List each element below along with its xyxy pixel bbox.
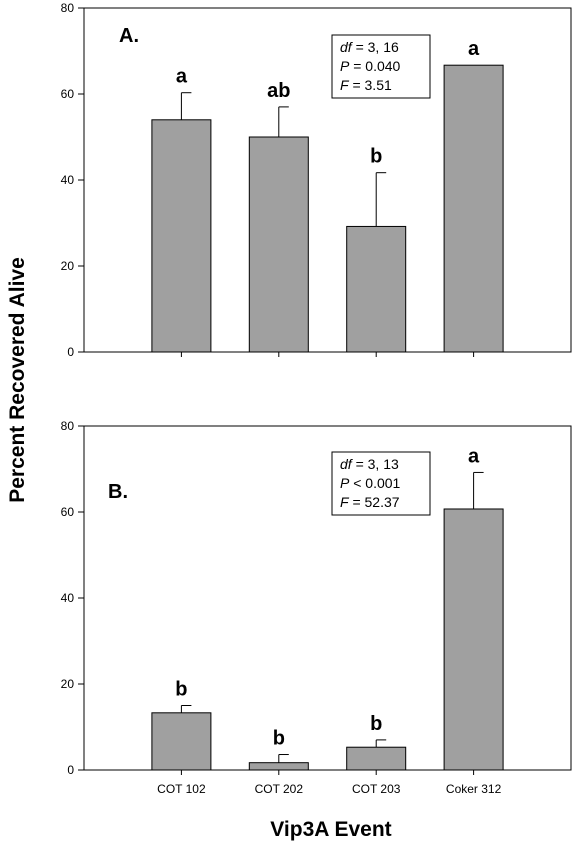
panel-b-stats-line: F = 52.37 <box>340 494 400 510</box>
panel-a-bar <box>346 225 407 353</box>
panel-b-y-tick-label: 20 <box>61 677 75 691</box>
x-axis-title: Vip3A Event <box>270 818 391 841</box>
panel-b-bar <box>443 508 504 771</box>
panel-a-y-tick-label: 60 <box>61 87 75 101</box>
panel-b-significance-letter: b <box>175 679 187 701</box>
panel-a-y-tick-label: 20 <box>61 259 75 273</box>
panel-a-stats-line: P = 0.040 <box>340 58 401 74</box>
panel-b-x-tick-label: COT 203 <box>352 782 401 796</box>
panel-b-label: B. <box>108 481 128 503</box>
panel-b-y-tick-label: 0 <box>67 763 74 777</box>
panel-a-y-tick-label: 80 <box>61 1 75 15</box>
panel-a-bar <box>248 136 309 353</box>
panel-b-significance-letter: a <box>468 445 480 467</box>
panel-b-stats-line: P < 0.001 <box>340 475 401 491</box>
panel-b-y-tick-label: 40 <box>61 591 75 605</box>
panel-a-bar <box>151 119 212 353</box>
panel-b-significance-letter: b <box>273 728 285 750</box>
panel-b-y-tick-label: 60 <box>61 505 75 519</box>
panel-b-x-tick-label: COT 102 <box>157 782 206 796</box>
panel-a-stats-line: df = 3, 16 <box>340 39 399 55</box>
panel-b-y-tick-label: 80 <box>61 419 75 433</box>
panel-b-chart: 0 20 40 60 80 b COT 102 b COT 202 b COT 203 a Coker … <box>61 419 572 796</box>
panel-a-y-tick-label: 40 <box>61 173 75 187</box>
panel-a-significance-letter: ab <box>267 80 290 102</box>
panel-a-chart: 0 20 40 60 80 a ab b a A. df = 3, 16 P = 0.040 F = 3… <box>61 1 572 359</box>
panel-b-x-tick-label: COT 202 <box>255 782 304 796</box>
panel-a-significance-letter: a <box>468 38 480 60</box>
panel-a-label: A. <box>119 25 139 47</box>
panel-b-stats-box <box>331 451 431 516</box>
panel-b-x-tick-label: Coker 312 <box>446 782 502 796</box>
panel-a-bar <box>443 64 504 353</box>
panel-a-significance-letter: b <box>370 146 382 168</box>
panel-b-bar <box>248 762 309 771</box>
panel-b-significance-letter: b <box>370 713 382 735</box>
panel-a-significance-letter: a <box>176 66 188 88</box>
panel-b-bar <box>151 712 212 771</box>
y-axis-title: Percent Recovered Alive <box>6 257 29 503</box>
panel-a-stats-line: F = 3.51 <box>340 77 392 93</box>
panel-b-bar <box>346 746 407 771</box>
panel-b-stats-line: df = 3, 13 <box>340 456 399 472</box>
panel-a-y-tick-label: 0 <box>67 345 74 359</box>
panel-a-stats-box <box>331 34 431 99</box>
